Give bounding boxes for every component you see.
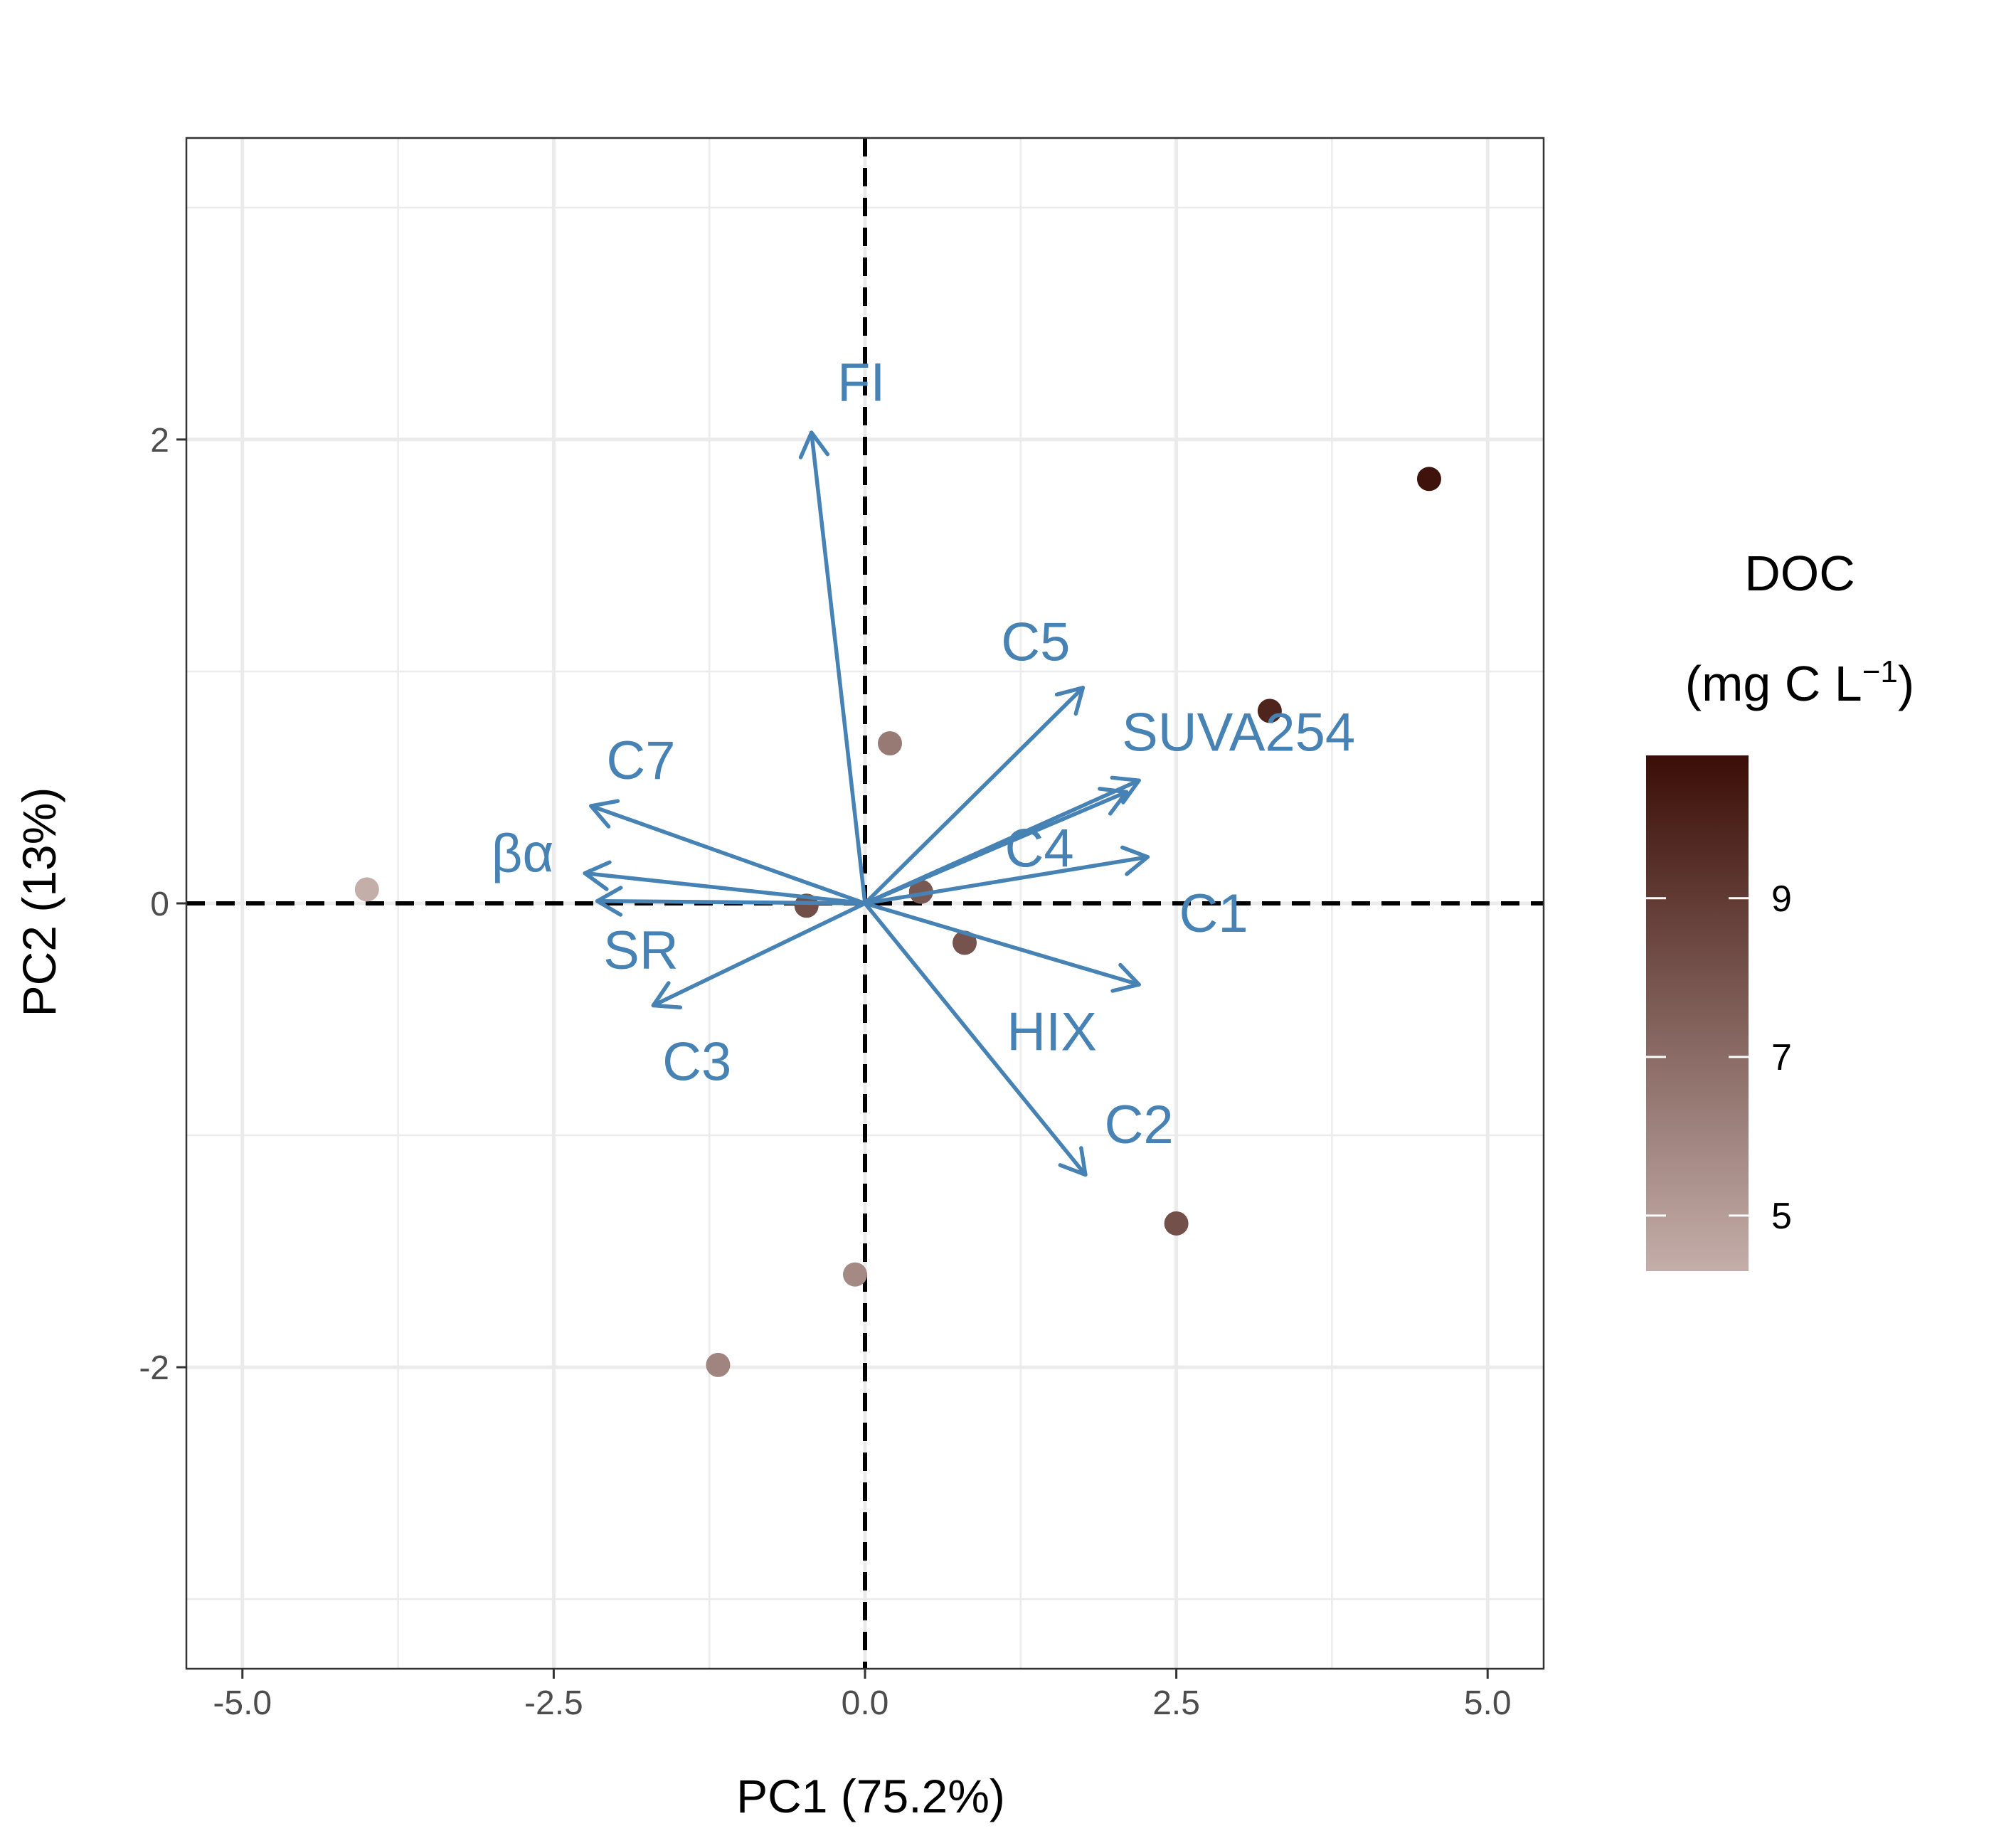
colorbar	[1646, 755, 1749, 1271]
loading-label-c7: C7	[606, 731, 675, 791]
loading-label-c5: C5	[1001, 612, 1070, 673]
loading-label-hix: HIX	[1007, 1002, 1097, 1062]
x-tick-label: -5.0	[213, 1684, 272, 1722]
arrow-head	[1120, 845, 1150, 876]
arrow-head	[595, 886, 623, 917]
loading-arrow-sr	[595, 886, 867, 917]
arrow-head	[798, 430, 830, 460]
loading-label-fi: FI	[837, 352, 886, 413]
loading-label-c4: C4	[1004, 819, 1073, 879]
x-tick-label: -2.5	[524, 1684, 583, 1722]
arrow-head	[583, 860, 612, 891]
loading-arrow-c3	[651, 901, 867, 1010]
arrow-shaft	[651, 901, 867, 1008]
legend-title-line2: (mg C L−1)	[1685, 654, 1914, 711]
score-point	[706, 1352, 731, 1377]
loading-arrow-c4	[863, 787, 1129, 906]
colorbar-tick-label: 5	[1771, 1196, 1792, 1237]
arrow-head	[1054, 686, 1086, 716]
loading-arrow-βα	[583, 860, 867, 906]
y-tick-label: -2	[139, 1349, 169, 1387]
arrow-shaft	[863, 901, 1088, 1177]
arrow-head	[589, 799, 620, 829]
score-point	[1257, 699, 1282, 723]
arrow-head	[1110, 775, 1141, 804]
arrow-head	[1098, 787, 1129, 816]
loading-label-c1: C1	[1179, 883, 1248, 944]
loading-arrow-c7	[589, 799, 867, 906]
score-points	[354, 467, 1441, 1377]
legend-title-unit: (mg C L	[1685, 656, 1862, 711]
loading-label-c2: C2	[1105, 1095, 1174, 1155]
x-tick-label: 0.0	[842, 1684, 889, 1722]
score-point	[1416, 467, 1441, 492]
arrow-shaft	[863, 790, 1129, 906]
loading-vectors	[583, 430, 1150, 1177]
loading-label-suva254: SUVA254	[1122, 703, 1355, 763]
legend-title-superscript: −1	[1862, 654, 1898, 689]
arrow-shaft	[809, 430, 867, 906]
x-axis: -5.0 -2.5 0.0 2.5 5.0	[213, 1669, 1512, 1722]
score-point	[842, 1262, 867, 1287]
y-tick-label: 0	[150, 886, 169, 923]
x-tick-label: 5.0	[1464, 1684, 1512, 1722]
legend-title-line1: DOC	[1744, 546, 1855, 601]
loading-arrow-c1	[863, 845, 1150, 906]
arrow-shaft	[589, 804, 867, 906]
arrow-shaft	[863, 901, 1141, 987]
score-point	[953, 930, 977, 955]
score-point	[354, 877, 379, 902]
arrow-head	[651, 981, 683, 1010]
loading-arrow-c2	[863, 901, 1088, 1177]
arrow-shaft	[863, 855, 1150, 906]
arrow-shaft	[583, 871, 867, 906]
x-tick-label: 2.5	[1152, 1684, 1200, 1722]
y-axis-title: PC2 (13%)	[13, 787, 65, 1017]
x-axis-title: PC1 (75.2%)	[736, 1770, 1005, 1822]
loading-arrow-hix	[863, 901, 1141, 993]
color-legend: DOC (mg C L−1) 5 7 9	[1646, 546, 1914, 1271]
arrow-shaft	[595, 898, 867, 906]
colorbar-tick-label: 9	[1771, 878, 1792, 920]
colorbar-tick-label: 7	[1771, 1037, 1792, 1078]
y-axis: -2 0 2	[139, 422, 186, 1387]
score-point	[878, 731, 903, 756]
arrow-shaft	[863, 686, 1086, 906]
score-point	[908, 879, 933, 904]
y-tick-label: 2	[150, 422, 169, 460]
colorbar-ticks: 5 7 9	[1646, 878, 1792, 1237]
arrow-head	[1110, 962, 1141, 993]
arrow-head	[1058, 1146, 1088, 1177]
loading-label-c3: C3	[662, 1032, 731, 1093]
loading-arrow-c5	[863, 686, 1086, 906]
loading-arrow-fi	[798, 430, 867, 906]
legend-title-close: )	[1898, 656, 1914, 711]
loading-label-βα: βα	[492, 823, 554, 883]
loading-label-sr: SR	[603, 920, 679, 981]
score-point	[1164, 1211, 1189, 1236]
